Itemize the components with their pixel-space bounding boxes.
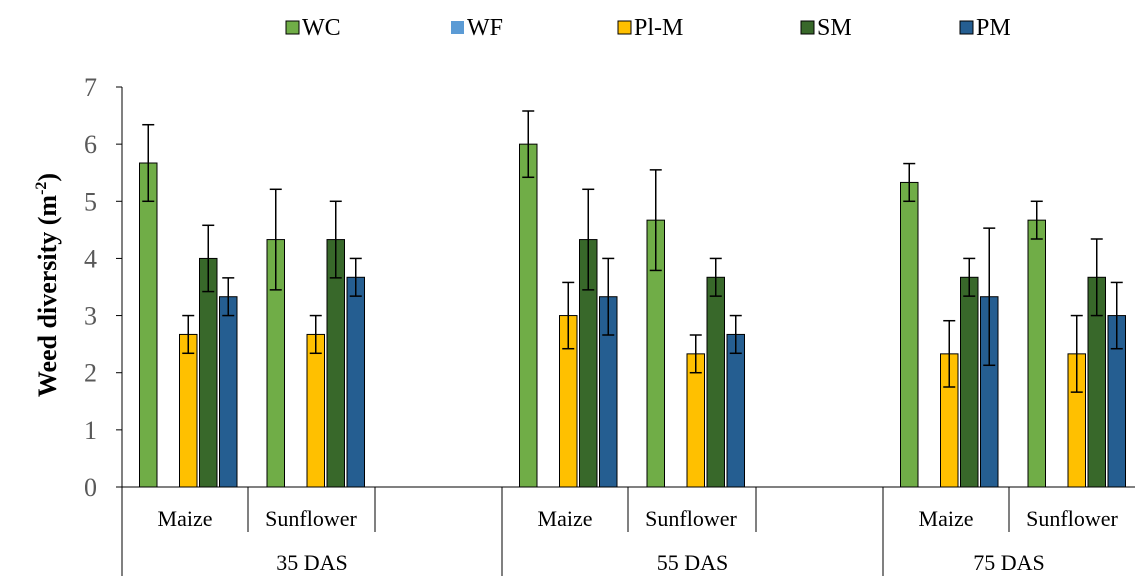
y-axis-label-close: ) [33,173,62,182]
y-axis-label: Weed diversity (m-2) [33,173,62,397]
y-tick-label: 0 [84,473,97,502]
legend-swatch-wc [285,20,300,35]
x-subcategory-label-35-das-maize: Maize [158,506,213,531]
bar-pm-35-das-sunflower [346,276,365,488]
legend-label-pl-m: Pl-M [634,15,683,41]
bar-pl-m-35-das-maize [179,333,198,488]
bar-wc-35-das-maize [139,162,158,488]
x-group-label-55-das: 55 DAS [657,550,729,575]
bar-sm-55-das-sunflower [706,276,725,488]
legend-swatch-pl-m [617,20,632,35]
legend-swatch-sm [800,20,815,35]
y-tick-label: 6 [84,130,97,159]
bar-sm-35-das-maize [199,257,218,488]
legend-item-pm: PM [959,15,1011,41]
bar-wc-75-das-sunflower [1027,219,1046,488]
x-subcategory-label-55-das-sunflower: Sunflower [645,506,737,531]
y-tick-label: 3 [84,302,97,331]
legend-label-sm: SM [817,15,852,41]
legend-item-pl-m: Pl-M [617,15,683,41]
x-axis: Maize Sunflower 35 DAS Maize Sunflower 55 DAS… [121,486,1135,576]
legend-swatch-pm [959,20,974,35]
y-tick-label: 2 [84,359,97,388]
x-group-label-75-das: 75 DAS [973,550,1045,575]
bar-wc-55-das-maize [519,143,538,488]
x-subcategory-label-75-das-sunflower: Sunflower [1026,506,1118,531]
legend-label-wc: WC [302,15,341,41]
legend-swatch-wf [451,21,464,34]
y-axis-label-superscript: -2 [33,182,50,195]
bar-pm-55-das-sunflower [726,333,745,488]
bar-wc-75-das-maize [900,181,919,488]
legend-label-pm: PM [976,15,1011,41]
y-axis: 0 1 2 3 4 5 6 7 [84,73,123,502]
x-subcategory-label-35-das-sunflower: Sunflower [265,506,357,531]
y-tick-label: 5 [84,187,97,216]
bar-pl-m-35-das-sunflower [306,333,325,488]
bar-pl-m-55-das-sunflower [686,353,705,488]
y-tick-label: 1 [84,416,97,445]
x-subcategory-label-75-das-maize: Maize [919,506,974,531]
bars [139,110,1126,488]
y-tick-label: 4 [84,244,97,273]
legend-item-wc: WC [285,15,341,41]
legend-item-sm: SM [800,15,852,41]
bar-pm-35-das-maize [219,296,238,488]
x-group-label-35-das: 35 DAS [276,550,348,575]
bar-sm-75-das-maize [960,276,979,488]
legend: WC WF Pl-M SM PM [285,15,1011,41]
legend-item-wf: WF [451,15,503,41]
legend-label-wf: WF [467,15,503,41]
y-tick-label: 7 [84,73,97,102]
x-subcategory-label-55-das-maize: Maize [538,506,593,531]
